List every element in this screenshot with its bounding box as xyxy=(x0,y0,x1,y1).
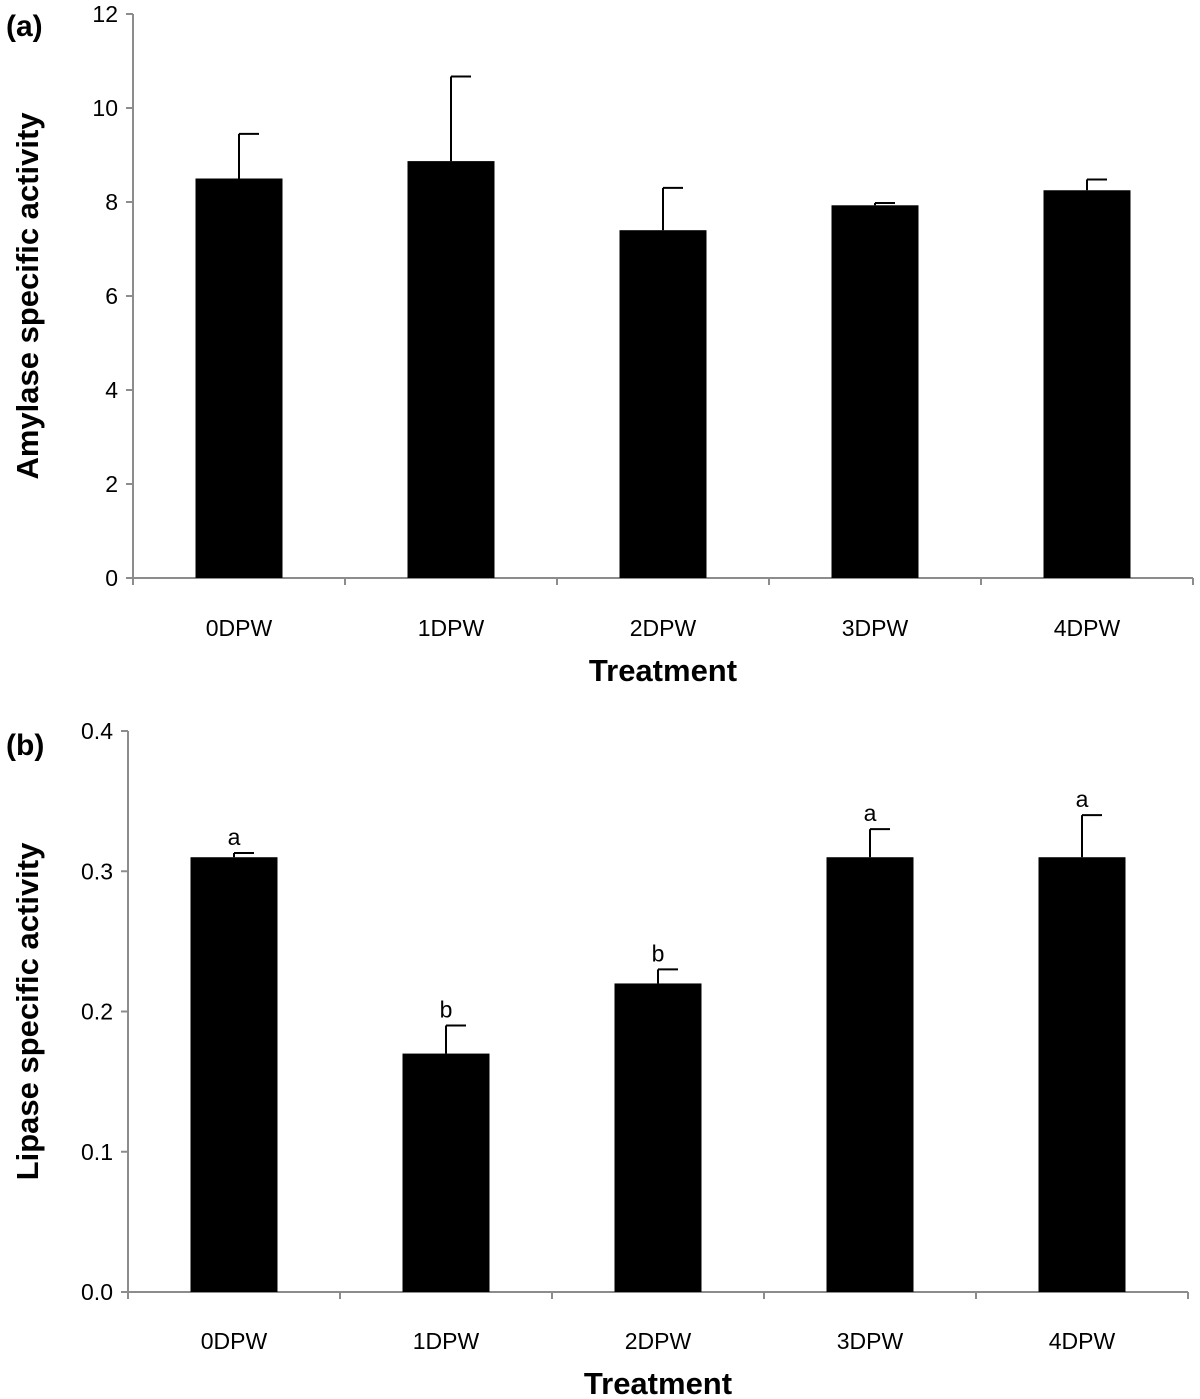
y-tick-label: 8 xyxy=(105,189,118,215)
y-tick-label: 0.1 xyxy=(81,1139,113,1165)
y-axis-title: Lipase specific activity xyxy=(10,842,45,1180)
significance-label: a xyxy=(1076,786,1089,812)
y-tick-label: 4 xyxy=(105,377,118,403)
y-tick-label: 0.3 xyxy=(81,858,113,884)
y-tick-label: 0.0 xyxy=(81,1279,113,1305)
significance-label: a xyxy=(228,824,241,850)
y-tick-label: 12 xyxy=(92,1,118,27)
x-tick-label: 0DPW xyxy=(201,1328,268,1354)
x-tick-label: 2DPW xyxy=(630,615,697,641)
bar-0dpw xyxy=(190,857,278,1292)
bar-1dpw xyxy=(407,161,495,579)
bar-3dpw xyxy=(826,857,914,1292)
significance-label: a xyxy=(864,800,877,826)
y-tick-label: 10 xyxy=(92,95,118,121)
x-tick-label: 3DPW xyxy=(837,1328,904,1354)
x-tick-label: 0DPW xyxy=(206,615,273,641)
y-axis-title: Amylase specific activity xyxy=(10,112,45,480)
panel-label: (a) xyxy=(6,10,43,43)
x-tick-label: 4DPW xyxy=(1049,1328,1116,1354)
y-tick-label: 0.4 xyxy=(81,718,113,744)
y-tick-label: 0.2 xyxy=(81,999,113,1025)
bar-3dpw xyxy=(831,205,919,579)
bar-4dpw xyxy=(1043,190,1131,578)
significance-label: b xyxy=(440,997,453,1023)
panel-a-amylase-chart: 0 2 4 6 8 10 12 0DPW 1DPW 2DPW 3DPW 4DPW Treatment Am… xyxy=(6,1,1194,688)
x-tick-label: 1DPW xyxy=(413,1328,480,1354)
x-tick-label: 3DPW xyxy=(842,615,909,641)
x-tick-label: 1DPW xyxy=(418,615,485,641)
bar-4dpw xyxy=(1038,857,1126,1292)
significance-label: b xyxy=(652,940,665,966)
y-tick-label: 2 xyxy=(105,471,118,497)
panel-b-lipase-chart: 0.0 0.1 0.2 0.3 0.4 a 0DPW b 1DPW b 2DPW a 3DPW a 4DPW… xyxy=(6,718,1189,1399)
bar-1dpw xyxy=(402,1053,490,1292)
y-tick-label: 6 xyxy=(105,283,118,309)
panel-label: (b) xyxy=(6,729,44,762)
x-axis-title: Treatment xyxy=(589,653,737,688)
x-axis-title: Treatment xyxy=(584,1366,732,1399)
bar-0dpw xyxy=(195,178,283,578)
bar-2dpw xyxy=(614,983,702,1292)
y-tick-label: 0 xyxy=(105,565,118,591)
x-tick-label: 2DPW xyxy=(625,1328,692,1354)
bar-2dpw xyxy=(619,230,707,578)
x-tick-label: 4DPW xyxy=(1054,615,1121,641)
